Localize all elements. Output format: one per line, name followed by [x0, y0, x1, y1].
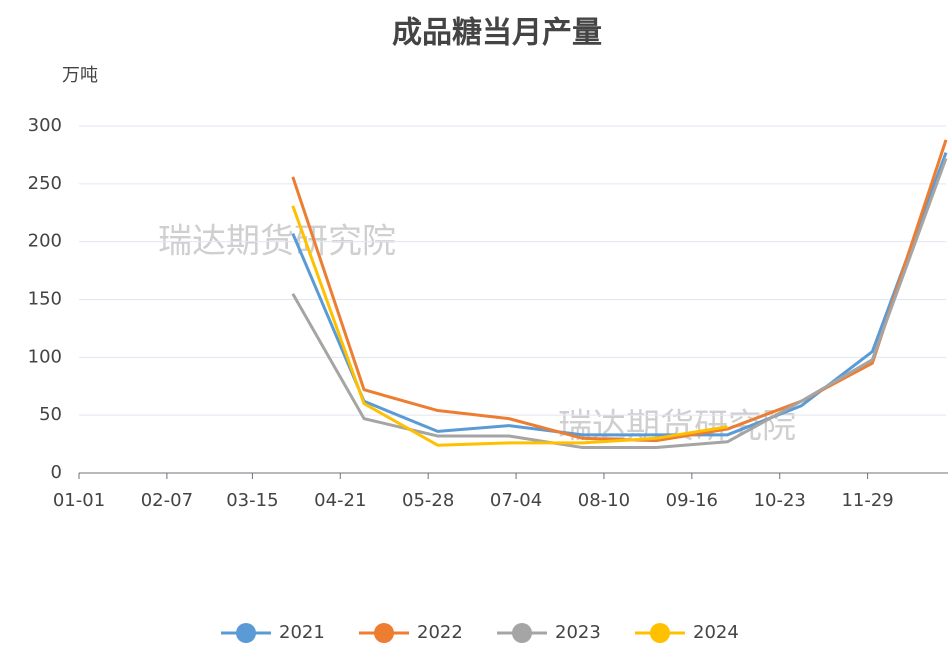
y-tick-label: 0 — [51, 462, 62, 483]
y-tick-label: 50 — [39, 404, 62, 425]
y-tick-label: 200 — [28, 231, 62, 252]
x-tick-label: 11-29 — [841, 490, 893, 511]
legend-label: 2021 — [279, 622, 325, 643]
x-tick-label: 10-23 — [754, 490, 806, 511]
x-tick-label: 03-15 — [226, 490, 278, 511]
series-line — [291, 205, 728, 447]
x-tick-label: 05-28 — [402, 490, 454, 511]
x-tick-label: 04-21 — [314, 490, 366, 511]
series-line — [291, 157, 948, 450]
x-tick-label: 08-10 — [578, 490, 630, 511]
y-tick-label: 300 — [28, 115, 62, 136]
watermark: 瑞达期货研究院 — [558, 407, 796, 447]
series-line — [291, 139, 948, 443]
chart-title: 成品糖当月产量 — [392, 16, 602, 51]
legend-label: 2022 — [417, 622, 463, 643]
legend-marker — [236, 623, 256, 643]
legend-marker — [512, 623, 532, 643]
x-tick-label: 07-04 — [490, 490, 542, 511]
x-tick-label: 02-07 — [141, 490, 193, 511]
y-tick-label: 250 — [28, 173, 62, 194]
y-tick-label: 150 — [28, 289, 62, 310]
series-line — [291, 152, 948, 437]
legend-label: 2023 — [555, 622, 601, 643]
legend-marker — [650, 623, 670, 643]
x-tick-label: 01-01 — [53, 490, 105, 511]
y-tick-label: 100 — [28, 346, 62, 367]
x-tick-label: 09-16 — [666, 490, 718, 511]
legend-label: 2024 — [693, 622, 739, 643]
y-unit: 万吨 — [62, 65, 98, 86]
legend-marker — [374, 623, 394, 643]
